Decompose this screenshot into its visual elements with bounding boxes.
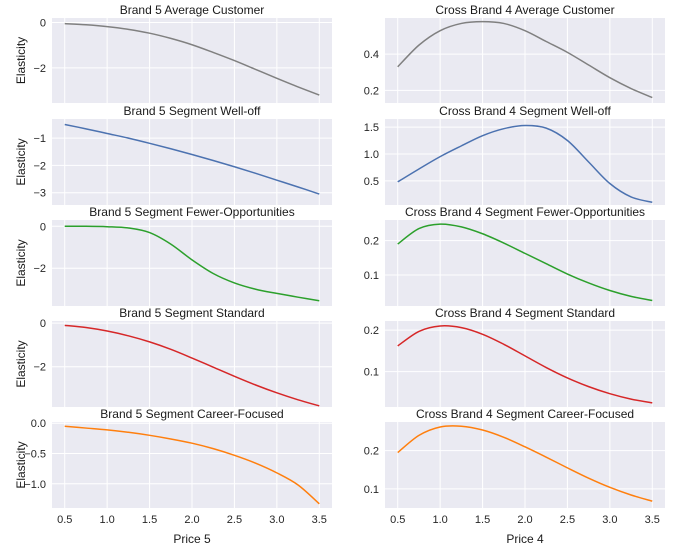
y-tick-label: −1.0 bbox=[24, 479, 46, 491]
x-axis-label: Price 4 bbox=[506, 532, 544, 546]
x-tick-label: 1.5 bbox=[475, 514, 490, 526]
y-tick-label: 1.5 bbox=[364, 122, 379, 134]
x-tick-label: 2.0 bbox=[517, 514, 532, 526]
subplot-title: Brand 5 Segment Fewer-Opportunities bbox=[89, 205, 294, 219]
series-line bbox=[397, 325, 653, 404]
subplot-title: Brand 5 Segment Career-Focused bbox=[100, 407, 283, 421]
y-tick-label: −2 bbox=[33, 160, 46, 172]
x-axis-label: Price 5 bbox=[173, 532, 211, 546]
series-line bbox=[64, 123, 320, 195]
y-tick-label: 0.1 bbox=[364, 367, 379, 379]
y-tick-label: −3 bbox=[33, 188, 46, 200]
y-tick-label: 1.0 bbox=[364, 149, 379, 161]
y-tick-label: 0.1 bbox=[364, 270, 379, 282]
y-tick-label: −0.5 bbox=[24, 448, 46, 460]
subplot-title: Cross Brand 4 Segment Standard bbox=[435, 306, 615, 320]
y-tick-label: 0.4 bbox=[364, 49, 379, 61]
y-axis-label: Elasticity bbox=[14, 37, 28, 84]
y-tick-label: −1 bbox=[33, 133, 46, 145]
series-line bbox=[397, 20, 653, 99]
subplot-title: Brand 5 Segment Well-off bbox=[124, 104, 262, 118]
series-line bbox=[397, 425, 653, 502]
x-tick-label: 2.0 bbox=[184, 514, 199, 526]
y-tick-label: 0.2 bbox=[364, 446, 379, 458]
y-tick-label: 0.0 bbox=[31, 418, 46, 430]
series-line bbox=[64, 22, 320, 96]
subplot-title: Cross Brand 4 Segment Fewer-Opportunitie… bbox=[405, 205, 645, 219]
series-line bbox=[397, 223, 653, 302]
y-tick-label: 0.2 bbox=[364, 236, 379, 248]
x-tick-label: 3.0 bbox=[602, 514, 617, 526]
y-axis-label: Elasticity bbox=[14, 340, 28, 387]
y-tick-label: −2 bbox=[33, 63, 46, 75]
x-tick-label: 1.0 bbox=[100, 514, 115, 526]
subplot-title: Brand 5 Average Customer bbox=[120, 3, 265, 17]
y-tick-label: 0.5 bbox=[364, 176, 379, 188]
x-tick-label: 0.5 bbox=[390, 514, 405, 526]
subplot-0: 0 −2 Brand 5 Average Customer Elasticity bbox=[14, 3, 332, 103]
x-tick-label: 2.5 bbox=[560, 514, 575, 526]
y-tick-label: −2 bbox=[33, 362, 46, 374]
subplot-3: 1.5 1.0 0.5 Cross Brand 4 Segment Well-off bbox=[364, 104, 665, 205]
x-tick-label: 1.0 bbox=[433, 514, 448, 526]
x-tick-label: 1.5 bbox=[142, 514, 157, 526]
series-line bbox=[64, 425, 320, 505]
series-line bbox=[64, 324, 320, 407]
subplot-1: 0.4 0.2 Cross Brand 4 Average Customer bbox=[364, 3, 665, 103]
x-tick-label: 3.0 bbox=[269, 514, 284, 526]
subplot-title: Cross Brand 4 Average Customer bbox=[435, 3, 614, 17]
x-tick-label: 2.5 bbox=[227, 514, 242, 526]
y-tick-label: 0 bbox=[40, 18, 46, 30]
x-tick-label: 3.5 bbox=[312, 514, 327, 526]
subplot-6: 0 −2 Brand 5 Segment Standard Elasticity bbox=[14, 306, 332, 407]
y-tick-label: 0.1 bbox=[364, 484, 379, 496]
subplot-9: 0.2 0.1 0.5 1.0 1.5 2.0 2.5 3.0 3.5 Cross Brand 4… bbox=[364, 407, 665, 546]
subplot-title: Cross Brand 4 Segment Career-Focused bbox=[416, 407, 634, 421]
x-tick-label: 3.5 bbox=[645, 514, 660, 526]
x-tick-label: 0.5 bbox=[57, 514, 72, 526]
subplot-title: Cross Brand 4 Segment Well-off bbox=[439, 104, 611, 118]
y-axis-label: Elasticity bbox=[14, 138, 28, 185]
subplot-4: 0 −2 Brand 5 Segment Fewer-Opportunities El… bbox=[14, 205, 332, 306]
subplot-8: 0.0 −0.5 −1.0 0.5 1.0 1.5 2.0 2.5 3.0 3.5 Brand 5 … bbox=[14, 407, 332, 546]
subplot-title: Brand 5 Segment Standard bbox=[119, 306, 264, 320]
y-tick-label: 0.2 bbox=[364, 85, 379, 97]
subplot-5: 0.2 0.1 Cross Brand 4 Segment Fewer-Opport… bbox=[364, 205, 665, 306]
subplot-2: −1 −2 −3 Brand 5 Segment Well-off Elasticity bbox=[14, 104, 332, 205]
subplot-7: 0.2 0.1 Cross Brand 4 Segment Standard bbox=[364, 306, 665, 407]
y-axis-label: Elasticity bbox=[14, 441, 28, 488]
series-line bbox=[397, 124, 653, 204]
y-tick-label: 0 bbox=[40, 221, 46, 233]
y-tick-label: 0.2 bbox=[364, 325, 379, 337]
y-axis-label: Elasticity bbox=[14, 239, 28, 286]
y-tick-label: −2 bbox=[33, 263, 46, 275]
series-line bbox=[64, 225, 320, 302]
y-tick-label: 0 bbox=[40, 318, 46, 330]
